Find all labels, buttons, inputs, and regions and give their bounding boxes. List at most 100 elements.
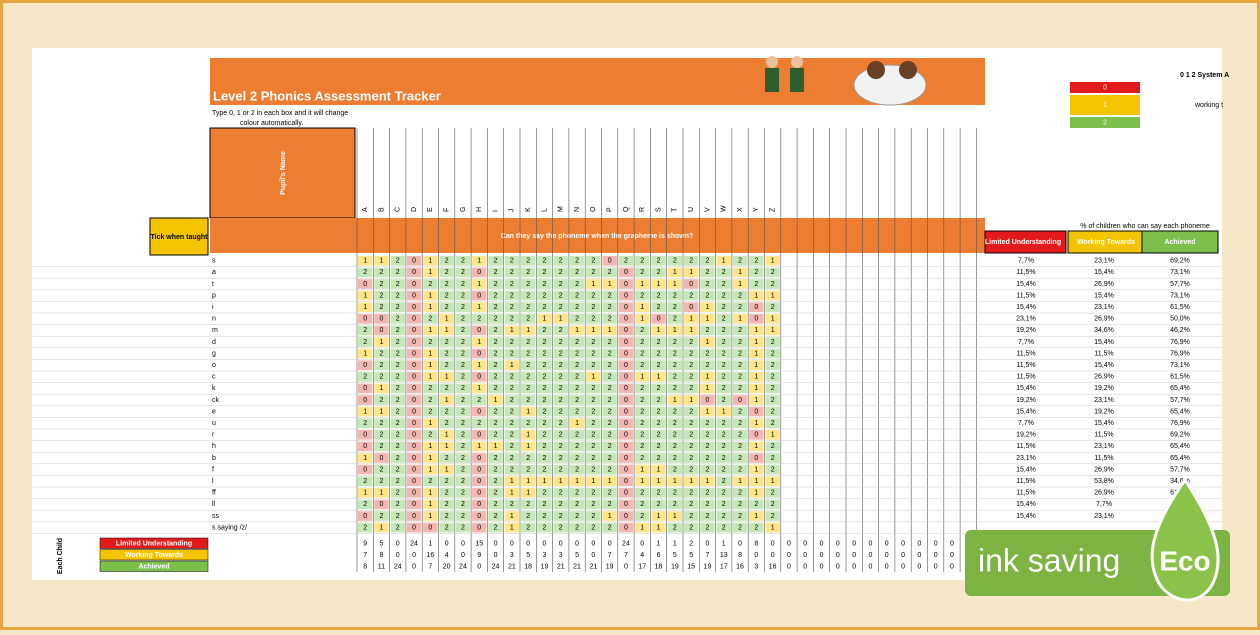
score: 2: [738, 350, 742, 357]
score-cell: [586, 418, 601, 428]
total: 9: [363, 540, 367, 547]
score-cell: [716, 267, 731, 278]
percentage: 34,6%: [1094, 327, 1114, 334]
score-cell: [651, 418, 666, 428]
score-cell: [749, 395, 764, 405]
score: 2: [771, 490, 775, 497]
score-cell: [765, 511, 780, 521]
score: 2: [640, 385, 644, 392]
score-cell: [439, 267, 454, 278]
score-cell: [667, 464, 682, 475]
percentage: 15,4%: [1094, 420, 1114, 427]
score-cell: [569, 406, 585, 417]
score-cell: [749, 372, 764, 382]
score: 2: [461, 258, 465, 265]
score: 2: [461, 327, 465, 334]
score: 2: [396, 374, 400, 381]
score-cell: [667, 360, 682, 370]
score-cell: [553, 464, 568, 475]
score: 2: [608, 269, 612, 276]
score-cell: [684, 372, 699, 382]
score: 1: [705, 374, 709, 381]
score: 2: [705, 501, 709, 508]
score: 2: [575, 490, 579, 497]
score: 0: [379, 327, 383, 334]
total: 24: [459, 563, 467, 570]
score-cell: [504, 430, 519, 440]
score: 0: [363, 443, 367, 450]
percentage: 73,1%: [1170, 269, 1190, 276]
total: 24: [410, 540, 418, 547]
score: 1: [526, 443, 530, 450]
score-cell: [716, 476, 731, 486]
score: 1: [738, 316, 742, 323]
key-label: Limited Understanding: [116, 540, 192, 547]
score-cell: [602, 314, 617, 324]
score: 2: [608, 362, 612, 369]
score-cell: [455, 314, 471, 324]
phoneme: ll: [212, 501, 216, 508]
score-cell: [455, 325, 471, 336]
score: 2: [396, 420, 400, 427]
score: 1: [689, 397, 693, 404]
score: 2: [608, 432, 612, 439]
score-cell: [455, 418, 471, 428]
phoneme: e: [212, 408, 216, 415]
score: 1: [771, 432, 775, 439]
score-cell: [390, 337, 405, 347]
score: 2: [510, 443, 514, 450]
score: 2: [673, 524, 677, 531]
score: 2: [526, 420, 530, 427]
score: 0: [624, 466, 628, 473]
score: 1: [754, 420, 758, 427]
percentage: 65,4%: [1170, 455, 1190, 462]
score: 1: [428, 269, 432, 276]
total: 1: [657, 540, 661, 547]
score-cell: [406, 348, 422, 359]
score: 2: [542, 269, 546, 276]
score: 1: [657, 374, 661, 381]
score-cell: [521, 499, 536, 510]
score: 1: [754, 490, 758, 497]
score-cell: [765, 430, 780, 440]
score-cell: [684, 499, 699, 510]
total: 21: [573, 563, 581, 570]
score-cell: [455, 395, 471, 405]
score-cell: [504, 476, 519, 486]
score: 2: [526, 524, 530, 531]
score: 1: [608, 513, 612, 520]
score: 0: [477, 292, 481, 299]
score: 1: [363, 292, 367, 299]
score: 1: [689, 316, 693, 323]
score-cell: [651, 302, 666, 312]
score-cell: [406, 325, 422, 336]
score-cell: [521, 302, 536, 312]
score: 1: [559, 316, 563, 323]
score-cell: [521, 488, 536, 498]
percentage: 23,1%: [1016, 455, 1036, 462]
score-cell: [651, 488, 666, 498]
score-cell: [439, 499, 454, 510]
score-cell: [618, 348, 634, 359]
score-cell: [390, 348, 405, 359]
score: 1: [657, 281, 661, 288]
score-cell: [749, 302, 764, 312]
score-cell: [537, 522, 552, 533]
score: 1: [771, 292, 775, 299]
score: 2: [689, 524, 693, 531]
total: 24: [492, 563, 500, 570]
score: 0: [379, 501, 383, 508]
score: 1: [363, 408, 367, 415]
score-cell: [569, 383, 585, 394]
score: 2: [542, 304, 546, 311]
score-cell: [765, 464, 780, 475]
score: 1: [705, 304, 709, 311]
percentage: 65,4%: [1170, 385, 1190, 392]
score-cell: [651, 430, 666, 440]
score-cell: [374, 267, 389, 278]
score-cell: [472, 302, 487, 312]
score: 2: [754, 281, 758, 288]
score: 2: [494, 269, 498, 276]
score: 0: [624, 304, 628, 311]
score-cell: [358, 348, 373, 359]
